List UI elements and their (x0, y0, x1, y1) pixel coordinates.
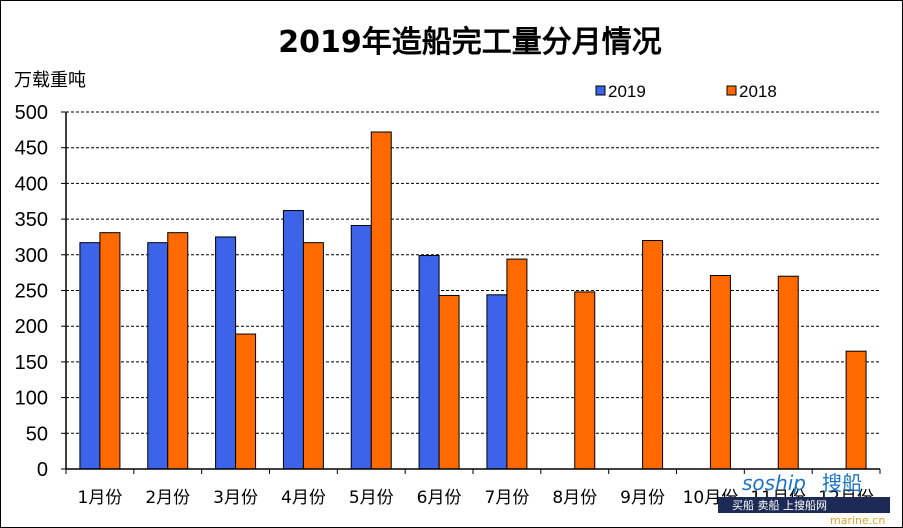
x-tick-labels: 1月份2月份3月份4月份5月份6月份7月份8月份9月份10月份11月份12月份 (78, 488, 874, 508)
bar-2018-2 (167, 232, 189, 470)
legend: 2019 2018 (595, 82, 777, 101)
x-tick-label: 4月份 (281, 488, 326, 508)
bar-2018-3 (235, 333, 257, 470)
x-tick-label: 8月份 (552, 488, 597, 508)
bar-2019-1 (79, 242, 101, 470)
watermark-brand: soship (742, 471, 806, 495)
y-tick-labels: 0 50 100 150 200 250 300 350 400 450 500 (15, 102, 48, 481)
gridlines (61, 111, 880, 470)
y-tick-label: 350 (15, 209, 48, 231)
bar-2018-5 (370, 131, 392, 470)
watermark: soship 搜船 买船 卖船 上搜船网 marine.cn (718, 471, 890, 527)
bar-2018-4 (302, 242, 324, 470)
y-tick-label: 0 (37, 459, 48, 481)
chart-title: 2019年造船完工量分月情况 (278, 25, 662, 60)
y-tick-label: 250 (15, 281, 48, 303)
bar-2018-8 (574, 291, 596, 470)
watermark-tagline: 买船 卖船 上搜船网 (732, 498, 827, 512)
y-tick-label: 400 (15, 173, 48, 195)
legend-label-2019: 2019 (608, 82, 646, 101)
axes (65, 112, 881, 474)
bar-2019-4 (282, 210, 304, 470)
legend-swatch-2018 (726, 85, 737, 96)
y-axis-label: 万载重吨 (14, 70, 86, 91)
x-tick-label: 5月份 (349, 488, 394, 508)
bar-2018-10 (709, 275, 731, 470)
bar-2018-1 (99, 232, 121, 470)
y-tick-label: 500 (15, 102, 48, 124)
watermark-strip (718, 497, 890, 513)
x-tick-label: 7月份 (485, 488, 530, 508)
watermark-brand-cn: 搜船 (822, 471, 862, 495)
bar-2018-7 (506, 258, 528, 470)
bars (79, 131, 867, 470)
bar-2018-12 (845, 350, 867, 470)
x-tick-label: 1月份 (78, 488, 123, 508)
legend-swatch-2019 (595, 85, 606, 96)
legend-label-2018: 2018 (739, 82, 777, 101)
bar-2018-11 (777, 275, 799, 470)
y-tick-label: 300 (15, 245, 48, 267)
bar-2019-5 (350, 225, 372, 470)
bar-2018-6 (438, 294, 460, 470)
bar-2018-9 (642, 240, 664, 470)
x-tick-label: 9月份 (620, 488, 665, 508)
x-tick-label: 2月份 (145, 488, 190, 508)
bar-2019-6 (418, 255, 440, 470)
y-tick-label: 200 (15, 316, 48, 338)
y-tick-label: 450 (15, 138, 48, 160)
y-tick-label: 100 (15, 388, 48, 410)
bar-2019-7 (486, 294, 508, 470)
y-tick-label: 150 (15, 352, 48, 374)
y-tick-label: 50 (26, 423, 48, 445)
x-tick-label: 3月份 (213, 488, 258, 508)
watermark-faint: marine.cn (830, 514, 885, 527)
bar-2019-2 (147, 242, 169, 470)
x-tick-label: 6月份 (417, 488, 462, 508)
bar-2019-3 (215, 236, 237, 470)
